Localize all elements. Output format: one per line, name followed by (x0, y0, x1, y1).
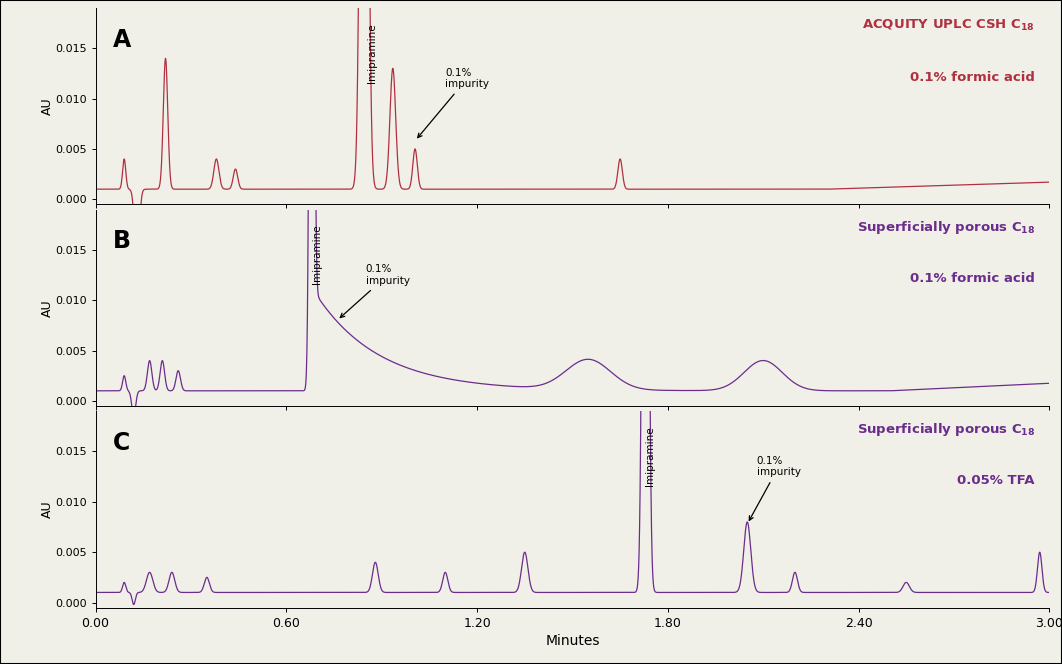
Text: Superficially porous C$_{\mathregular{18}}$: Superficially porous C$_{\mathregular{18… (857, 421, 1035, 438)
Text: ACQUITY UPLC CSH C$_{\mathregular{18}}$: ACQUITY UPLC CSH C$_{\mathregular{18}}$ (862, 18, 1035, 33)
Text: A: A (113, 28, 131, 52)
Text: 0.05% TFA: 0.05% TFA (958, 474, 1035, 487)
Text: Imipramine: Imipramine (646, 426, 655, 486)
Text: Imipramine: Imipramine (367, 23, 377, 82)
Text: Superficially porous C$_{\mathregular{18}}$: Superficially porous C$_{\mathregular{18… (857, 219, 1035, 236)
Text: B: B (113, 229, 131, 253)
Y-axis label: AU: AU (40, 299, 53, 317)
Text: 0.1%
impurity: 0.1% impurity (417, 68, 490, 137)
Text: 0.1% formic acid: 0.1% formic acid (910, 71, 1035, 84)
Y-axis label: AU: AU (40, 501, 53, 518)
Text: Imipramine: Imipramine (311, 224, 322, 284)
X-axis label: Minutes: Minutes (545, 633, 600, 648)
Text: C: C (113, 431, 130, 455)
Text: 0.1%
impurity: 0.1% impurity (340, 264, 410, 317)
Text: 0.1%
impurity: 0.1% impurity (750, 456, 801, 521)
Text: 0.1% formic acid: 0.1% formic acid (910, 272, 1035, 286)
Y-axis label: AU: AU (40, 98, 53, 115)
